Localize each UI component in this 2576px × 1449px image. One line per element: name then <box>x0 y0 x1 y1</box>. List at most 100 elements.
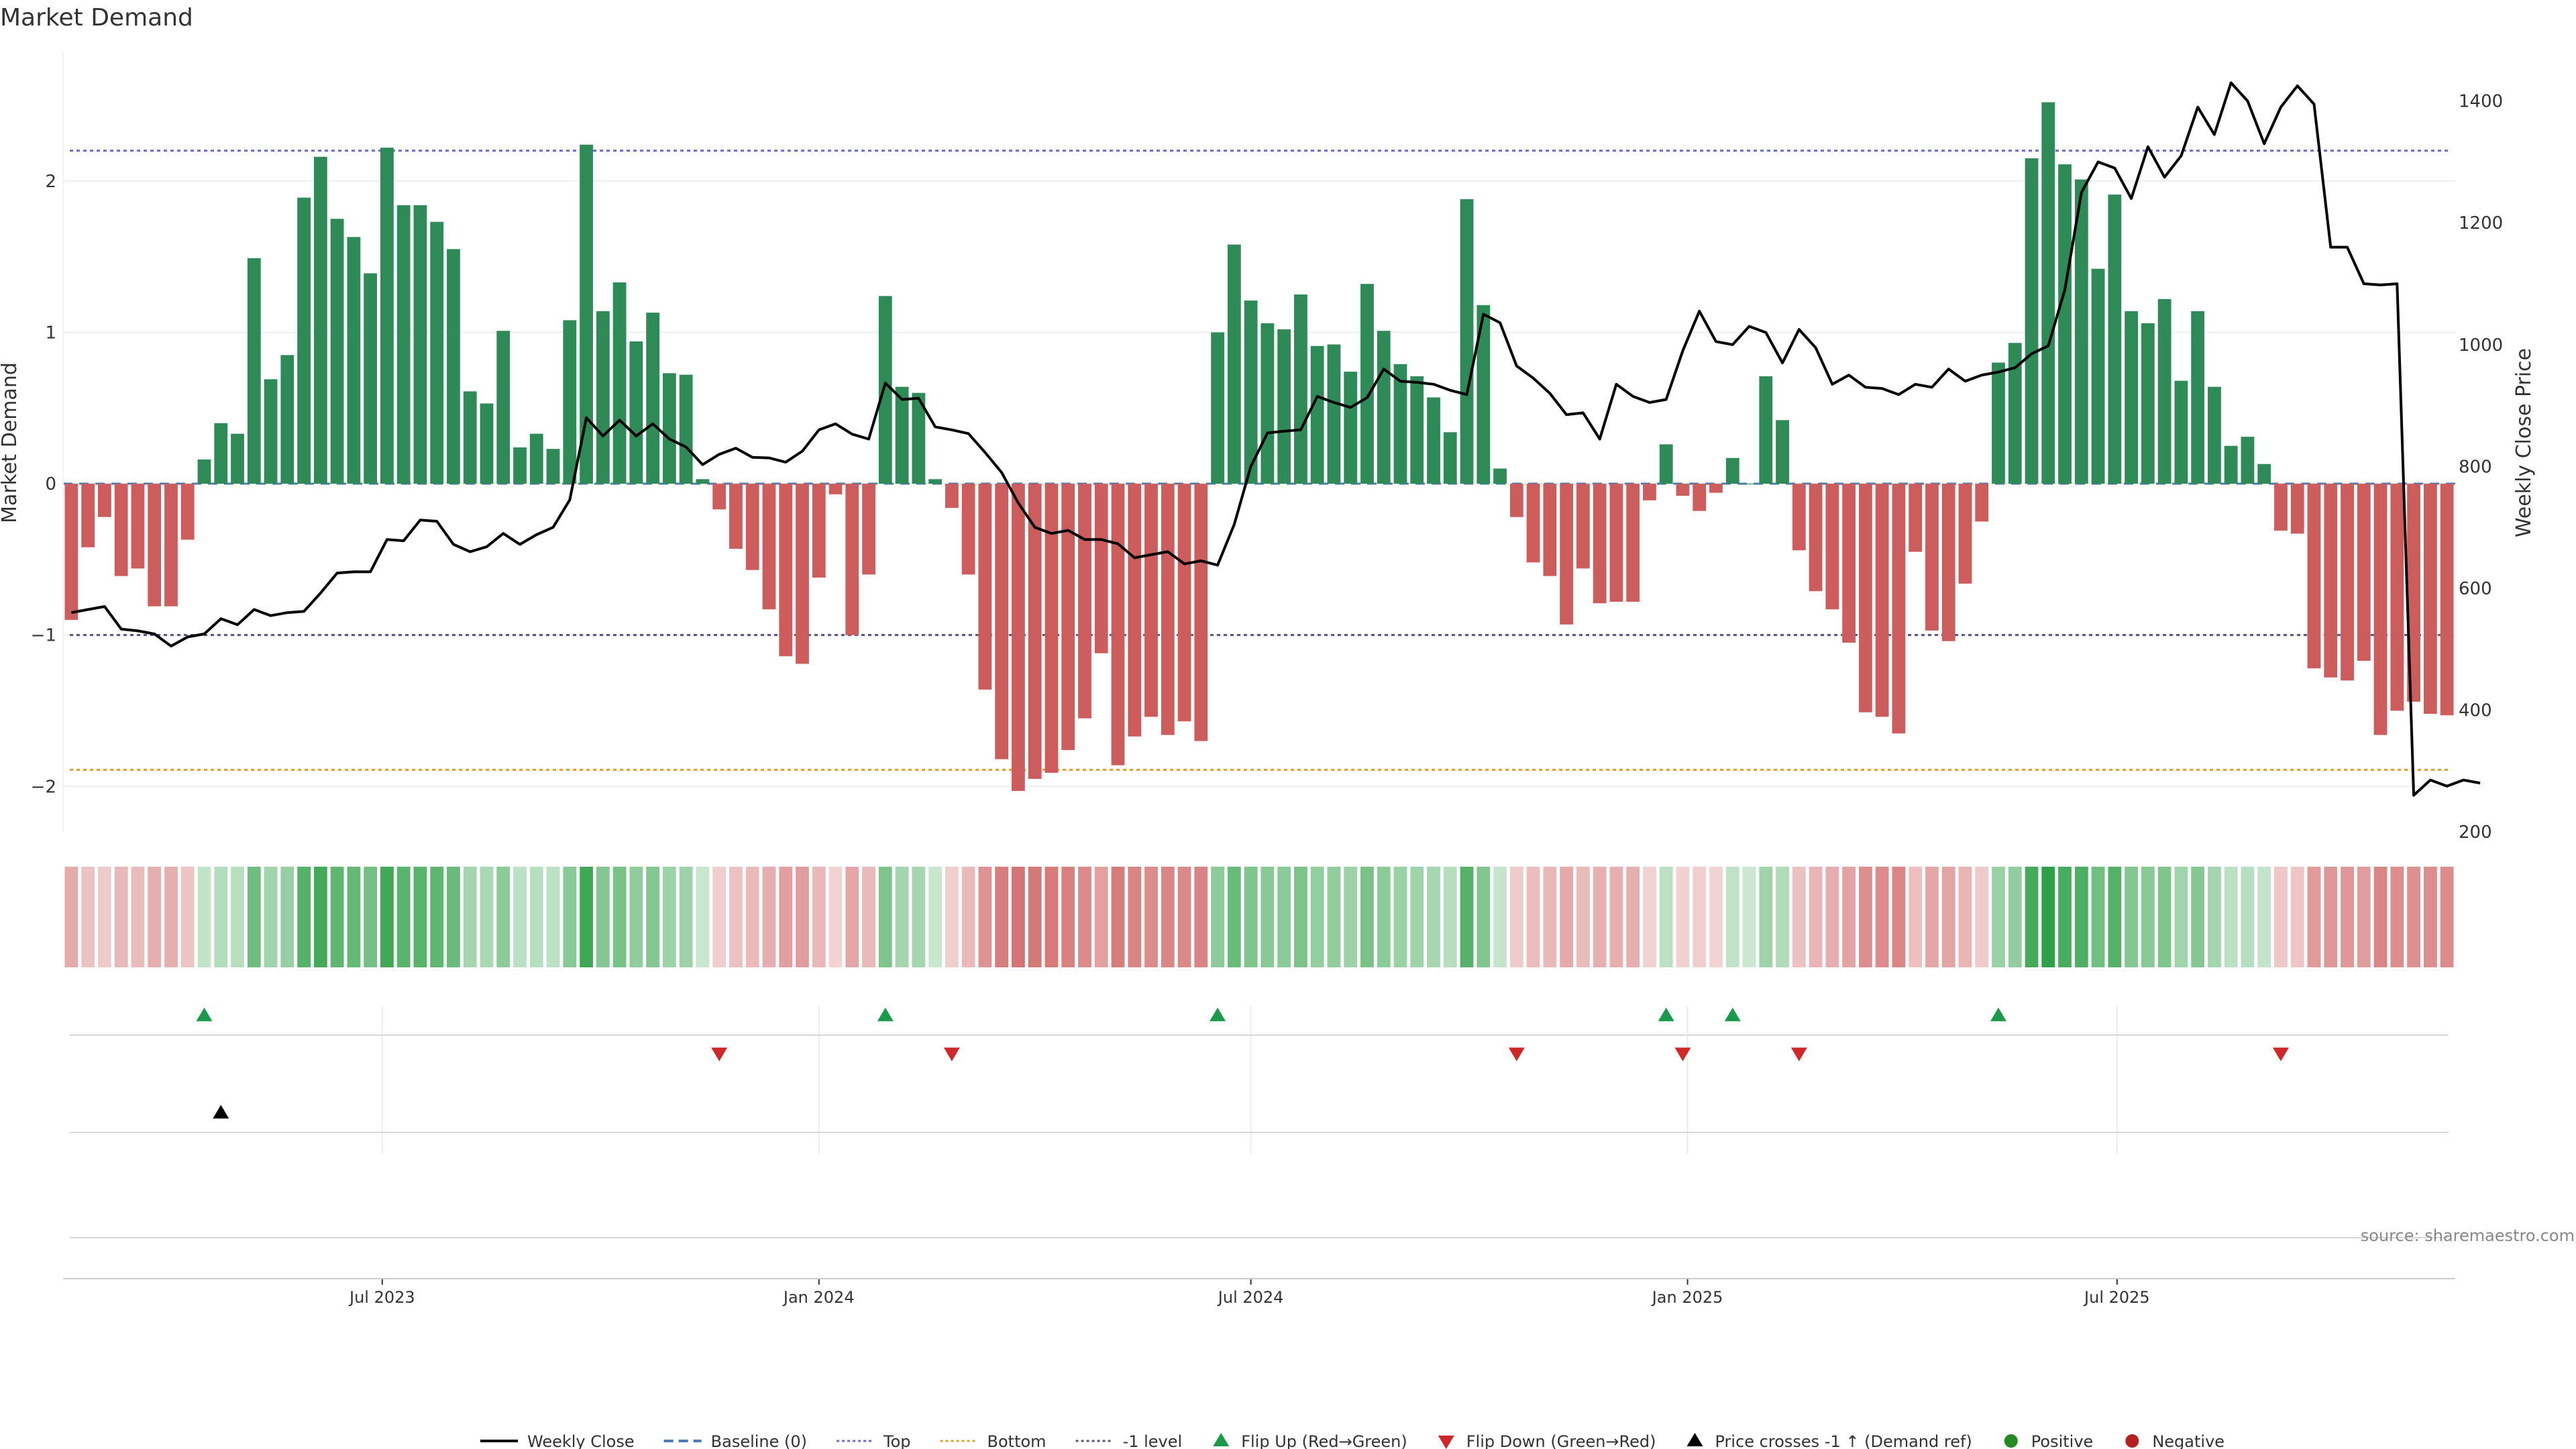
right-tick-label: 200 <box>2459 822 2492 843</box>
heat-cell <box>430 867 444 967</box>
axes: −2 −1 0 1 2 200 400 600 800 1000 1200 1400 <box>31 52 2503 843</box>
right-axis-label: Weekly Close Price <box>2512 348 2536 537</box>
negative-bar <box>1975 484 1989 522</box>
heat-cell <box>2191 867 2205 967</box>
legend-swatch <box>2125 1434 2139 1448</box>
heat-cell <box>961 867 975 967</box>
legend-label: Price crosses -1 ↑ (Demand ref) <box>1715 1432 1972 1449</box>
right-tick-label: 1000 <box>2459 335 2503 356</box>
heat-cell <box>2407 867 2420 967</box>
heat-cell <box>729 867 743 967</box>
negative-bar <box>2423 484 2437 714</box>
heat-cell <box>297 867 311 967</box>
heat-cell <box>2091 867 2105 967</box>
negative-bar <box>779 484 793 657</box>
heat-cell <box>180 867 195 967</box>
legend-swatch <box>1438 1436 1454 1449</box>
heat-cell <box>1294 867 1307 967</box>
negative-bar <box>995 484 1009 759</box>
heat-cell <box>679 867 693 967</box>
negative-bar <box>1809 484 1823 592</box>
heat-cell <box>895 867 909 967</box>
flip-up-marker <box>1658 1008 1674 1022</box>
negative-bar <box>828 484 843 494</box>
negative-bar <box>1676 484 1690 496</box>
positive-bar <box>1260 323 1275 484</box>
negative-bar <box>1194 484 1208 741</box>
x-axis: Jul 2023 Jan 2024 Jul 2024 Jan 2025 Jul 2025 <box>63 1278 2455 1307</box>
x-tick-label: Jul 2025 <box>2083 1288 2150 1307</box>
positive-bar <box>563 320 577 484</box>
legend-label: Bottom <box>987 1432 1046 1449</box>
heat-cell <box>1709 867 1723 967</box>
right-tick-label: 600 <box>2459 579 2492 599</box>
heat-cell <box>480 867 494 967</box>
heat-cell <box>529 867 543 967</box>
positive-bar <box>2257 464 2271 484</box>
heat-cell <box>779 867 793 967</box>
negative-bar <box>1609 484 1623 602</box>
positive-bar <box>662 373 676 484</box>
heat-cell <box>1792 867 1806 967</box>
heat-cell <box>1526 867 1540 967</box>
negative-bar <box>712 484 727 510</box>
heat-cell <box>81 867 95 967</box>
heat-cell <box>1028 867 1042 967</box>
heat-cell <box>1061 867 1075 967</box>
negative-bar <box>2341 484 2354 681</box>
positive-bar <box>1211 332 1224 484</box>
positive-bar <box>513 447 527 484</box>
demand-heat-strip <box>64 867 2454 967</box>
right-tick-label: 1200 <box>2459 213 2503 233</box>
heat-cell <box>1111 867 1125 967</box>
right-tick-label: 400 <box>2459 700 2492 720</box>
heat-cell <box>1626 867 1640 967</box>
right-tick-label: 800 <box>2459 457 2492 477</box>
negative-bar <box>1875 484 1889 717</box>
legend-label: Positive <box>2031 1432 2094 1449</box>
heat-cell <box>1725 867 1739 967</box>
legend-item: Top <box>837 1432 911 1449</box>
negative-bar <box>1842 484 1856 643</box>
heat-cell <box>2241 867 2255 967</box>
positive-bar <box>380 148 394 484</box>
negative-bar <box>1509 484 1523 517</box>
heat-cell <box>1543 867 1557 967</box>
positive-bar <box>1443 432 1457 484</box>
heat-cell <box>580 867 593 967</box>
legend-label: Flip Up (Red→Green) <box>1241 1432 1407 1449</box>
heat-cell <box>662 867 676 967</box>
negative-bar <box>745 484 759 570</box>
negative-bar <box>1693 484 1707 511</box>
heat-cell <box>1742 867 1756 967</box>
positive-bar <box>1393 364 1407 484</box>
positive-bar <box>463 391 477 484</box>
negative-bar <box>2373 484 2387 735</box>
negative-bar <box>2390 484 2404 711</box>
positive-bar <box>330 219 344 484</box>
flip-down-marker <box>1674 1047 1691 1061</box>
flip-up-marker <box>1990 1008 2006 1022</box>
heat-cell <box>629 867 643 967</box>
positive-bar <box>596 311 610 484</box>
negative-bar <box>1061 484 1075 751</box>
positive-bar <box>912 392 926 484</box>
positive-bar <box>580 144 593 484</box>
flip-down-marker <box>943 1047 960 1061</box>
legend-swatch <box>2004 1434 2018 1448</box>
negative-bar <box>1044 484 1059 773</box>
flip-up-marker <box>877 1008 894 1022</box>
positive-bar <box>2041 102 2055 484</box>
heat-cell <box>796 867 809 967</box>
heat-cell <box>1277 867 1291 967</box>
heat-cell <box>1593 867 1607 967</box>
left-tick-label: 2 <box>45 172 56 192</box>
negative-bar <box>1958 484 1972 584</box>
negative-bar <box>114 484 128 576</box>
heat-cell <box>1211 867 1224 967</box>
negative-bar <box>1709 484 1723 493</box>
negative-bar <box>1526 484 1540 563</box>
legend-label: -1 level <box>1123 1432 1183 1449</box>
heat-cell <box>2041 867 2055 967</box>
